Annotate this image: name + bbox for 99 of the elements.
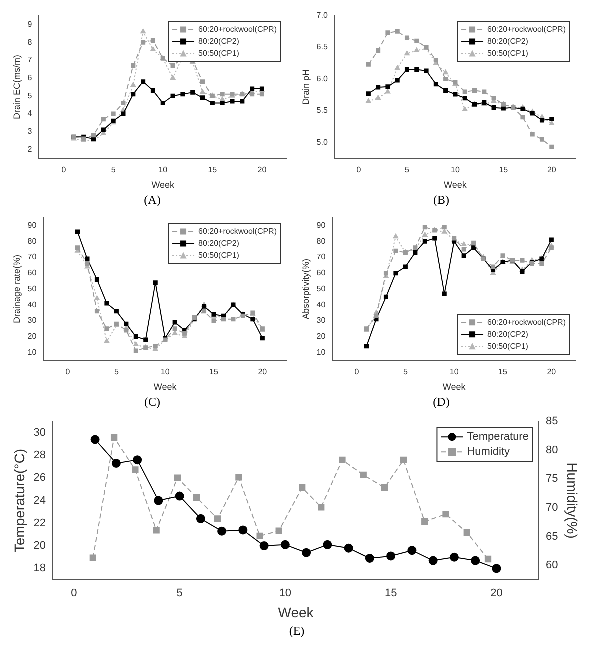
y-tick-label: 20 [28, 332, 38, 342]
y-tick-label: 70 [28, 252, 38, 262]
x-axis-title: Week [278, 604, 315, 620]
y-tick-label: 26 [34, 472, 46, 484]
y-axis-title: Drain EC(ms/m) [12, 54, 22, 120]
legend-label: 50:50(CP1) [198, 251, 240, 260]
x-tick-label: 20 [258, 166, 268, 175]
x-axis-title: Week [444, 180, 468, 190]
y-axis-title: Temperature(°C) [11, 448, 28, 553]
text: (A) [143, 193, 162, 209]
x-tick-label: 10 [450, 368, 460, 377]
x-tick-label: 20 [547, 368, 557, 377]
y-tick-label: 40 [28, 300, 38, 310]
legend-label: 60:20+rockwool(CPR) [198, 25, 278, 34]
y-tick-label: 90 [28, 220, 38, 230]
x-tick-label: 5 [403, 368, 408, 377]
x-tick-label: 0 [66, 368, 71, 377]
x-tick-label: 5 [111, 166, 116, 175]
x-tick-label: 15 [384, 588, 398, 600]
x-tick-label: 15 [498, 368, 508, 377]
legend-label: 60:20+rockwool(CPR) [488, 25, 566, 34]
y2-tick-label: 60 [546, 560, 558, 572]
x-tick-label: 5 [114, 368, 120, 377]
x-tick-label: 20 [547, 166, 557, 175]
x-tick-label: 15 [210, 368, 220, 377]
x-tick-label: 10 [158, 166, 168, 175]
y2-tick-label: 75 [546, 473, 558, 486]
legend-label: 50:50(CP1) [488, 49, 529, 58]
y-tick-label: 30 [34, 426, 46, 439]
x-tick-label: 0 [71, 588, 78, 600]
text: (C) [144, 395, 162, 411]
y2-tick-label: 85 [546, 416, 558, 428]
x-tick-label: 0 [354, 368, 360, 377]
legend-label: 50:50(CP1) [198, 49, 240, 58]
text: (D) [432, 395, 451, 411]
x-tick-label: 10 [279, 588, 292, 600]
y-tick-label: 40 [316, 300, 326, 310]
y-tick-label: 10 [28, 348, 38, 357]
y-tick-label: 90 [316, 220, 326, 230]
legend-label: 80:20(CP2) [488, 330, 529, 339]
y2-tick-label: 80 [546, 444, 558, 456]
legend-label: 60:20+rockwool(CPR) [198, 227, 278, 236]
y-tick-label: 50 [28, 284, 38, 294]
y-tick-label: 10 [316, 348, 326, 357]
legend-label: 80:20(CP2) [488, 37, 529, 46]
y-axis-title: Drainage rate(%) [12, 254, 22, 324]
x-tick-label: 10 [160, 368, 170, 377]
x-axis-title: Week [442, 382, 466, 392]
x-tick-label: 0 [62, 166, 67, 175]
y-tick-label: 70 [316, 252, 326, 262]
y-tick-label: 2 [28, 144, 33, 154]
legend-label: 80:20(CP2) [198, 239, 240, 248]
legend-label: Humidity [467, 446, 510, 458]
y-tick-label: 6 [28, 73, 33, 82]
y-tick-label: 80 [316, 236, 326, 246]
x-tick-label: 20 [258, 368, 268, 377]
x-tick-label: 5 [176, 588, 183, 600]
text: (E) [288, 624, 306, 640]
y-tick-label: 60 [28, 268, 38, 278]
y-tick-label: 5 [28, 91, 33, 100]
y2-axis-title: Humidity(%) [564, 462, 581, 539]
x-tick-label: 15 [208, 166, 218, 175]
text: (B) [432, 193, 450, 209]
y2-tick-label: 70 [546, 502, 558, 514]
y-tick-label: 20 [34, 540, 46, 552]
y-tick-label: 7 [28, 56, 33, 65]
x-axis-title: Week [152, 180, 176, 190]
x-axis-title: Week [154, 382, 178, 392]
y-axis-title: Absorptivity(%) [300, 258, 311, 320]
y-tick-label: 3 [28, 127, 33, 136]
y-tick-label: 22 [34, 517, 46, 530]
legend-label: 60:20+rockwool(CPR) [488, 318, 566, 327]
y-tick-label: 50 [316, 284, 326, 294]
y-tick-label: 5.0 [316, 138, 328, 147]
x-tick-label: 0 [356, 166, 362, 175]
y-tick-label: 7.0 [316, 11, 328, 20]
y-tick-label: 4 [28, 109, 33, 118]
y-tick-label: 28 [34, 450, 46, 462]
y-tick-label: 18 [34, 562, 46, 575]
y-tick-label: 8 [28, 38, 33, 47]
legend-label: Temperature [467, 431, 529, 444]
legend-label: 80:20(CP2) [198, 37, 240, 46]
y-tick-label: 60 [316, 268, 326, 278]
x-tick-label: 10 [451, 166, 460, 175]
y-tick-label: 5.5 [316, 106, 328, 116]
y-tick-label: 9 [28, 20, 33, 29]
y-tick-label: 6.0 [316, 74, 328, 84]
y-tick-label: 30 [316, 316, 326, 326]
x-tick-label: 5 [405, 166, 410, 175]
y-tick-label: 6.5 [316, 42, 328, 52]
legend-label: 50:50(CP1) [488, 342, 529, 351]
y-tick-label: 24 [34, 494, 46, 507]
x-tick-label: 15 [499, 166, 509, 175]
y-tick-label: 80 [28, 236, 38, 246]
x-tick-label: 20 [490, 588, 503, 600]
y2-tick-label: 65 [546, 530, 558, 543]
y-tick-label: 20 [316, 332, 326, 342]
y-axis-title: Drain pH [300, 69, 311, 105]
y-tick-label: 30 [28, 316, 38, 326]
